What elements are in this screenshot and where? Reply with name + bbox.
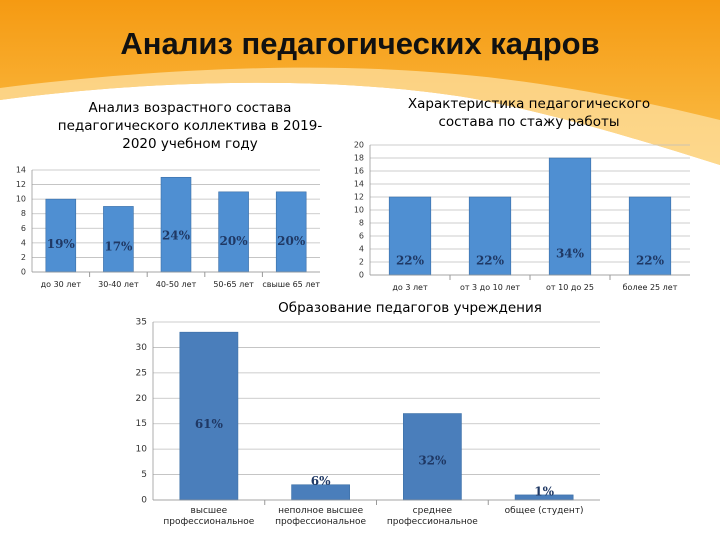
background-highlight (0, 67, 720, 165)
bar (628, 196, 672, 276)
chart-title: Анализ возрастного состава педагогическо… (57, 100, 323, 152)
bar-annotation: 22% (636, 253, 665, 267)
y-tick-label: 10 (136, 445, 148, 455)
bar-annotation: 22% (476, 253, 505, 267)
y-tick-label: 8 (21, 209, 26, 218)
x-tick-label: неполное высшее профессиональное (275, 506, 367, 527)
bar-annotation: 19% (47, 237, 76, 251)
bar (388, 196, 432, 276)
y-tick-label: 20 (354, 141, 364, 150)
y-tick-label: 6 (359, 232, 364, 241)
y-tick-label: 16 (354, 167, 364, 176)
x-tick-label: 30-40 лет (98, 280, 139, 289)
bar-annotation: 61% (195, 417, 224, 431)
bar (179, 331, 239, 501)
bar (103, 206, 134, 273)
y-tick-label: 10 (16, 195, 26, 204)
x-tick-label: от 10 до 25 (546, 283, 594, 292)
slide-title: Анализ педагогических кадров (120, 26, 600, 61)
bar-annotation: 32% (418, 454, 447, 468)
y-tick-label: 4 (21, 238, 26, 247)
y-tick-label: 18 (354, 154, 364, 163)
y-tick-label: 12 (16, 180, 26, 189)
x-tick-label: до 30 лет (40, 280, 81, 289)
bar (468, 196, 512, 276)
x-tick-label: общее (студент) (504, 506, 584, 516)
x-tick-label: 40-50 лет (155, 280, 197, 289)
y-tick-label: 10 (354, 206, 364, 215)
y-tick-label: 14 (16, 166, 26, 175)
x-tick-label: более 25 лет (622, 283, 678, 292)
chart-title: Характеристика педагогического состава п… (407, 96, 651, 130)
y-tick-label: 20 (136, 394, 148, 404)
y-tick-label: 6 (21, 224, 26, 233)
bar-annotation: 17% (104, 240, 133, 254)
bar-annotation: 6% (311, 474, 331, 488)
bar-annotation: 22% (396, 253, 425, 267)
y-tick-label: 15 (136, 419, 147, 429)
y-tick-label: 35 (136, 318, 147, 328)
bar-annotation: 20% (277, 234, 306, 248)
bar-annotation: 1% (534, 484, 554, 498)
bar (275, 191, 307, 273)
x-tick-label: до 3 лет (392, 283, 428, 292)
y-tick-label: 2 (21, 253, 26, 262)
y-tick-label: 0 (141, 496, 147, 506)
bar-annotation: 20% (220, 234, 249, 248)
bar (548, 157, 592, 276)
y-tick-label: 12 (354, 193, 364, 202)
bar-annotation: 34% (556, 246, 585, 260)
y-tick-label: 0 (21, 268, 26, 277)
y-tick-label: 25 (136, 368, 147, 378)
y-tick-label: 30 (136, 343, 148, 353)
x-tick-label: 50-65 лет (213, 280, 254, 289)
bar-annotation: 24% (162, 229, 191, 243)
y-tick-label: 0 (359, 271, 364, 280)
x-tick-label: от 3 до 10 лет (459, 283, 521, 292)
y-tick-label: 8 (359, 219, 364, 228)
y-tick-label: 4 (359, 245, 364, 254)
x-tick-label: высшее профессиональное (163, 506, 255, 527)
y-tick-label: 2 (359, 258, 364, 267)
bar (218, 191, 249, 273)
x-tick-label: среднее профессиональное (386, 506, 478, 527)
chart-title: Образование педагогов учреждения (278, 300, 542, 316)
bar (403, 413, 462, 501)
bar (160, 176, 192, 273)
x-tick-label: свыше 65 лет (262, 280, 320, 289)
y-tick-label: 14 (354, 180, 364, 189)
y-tick-label: 5 (141, 470, 147, 480)
bar (45, 198, 77, 273)
